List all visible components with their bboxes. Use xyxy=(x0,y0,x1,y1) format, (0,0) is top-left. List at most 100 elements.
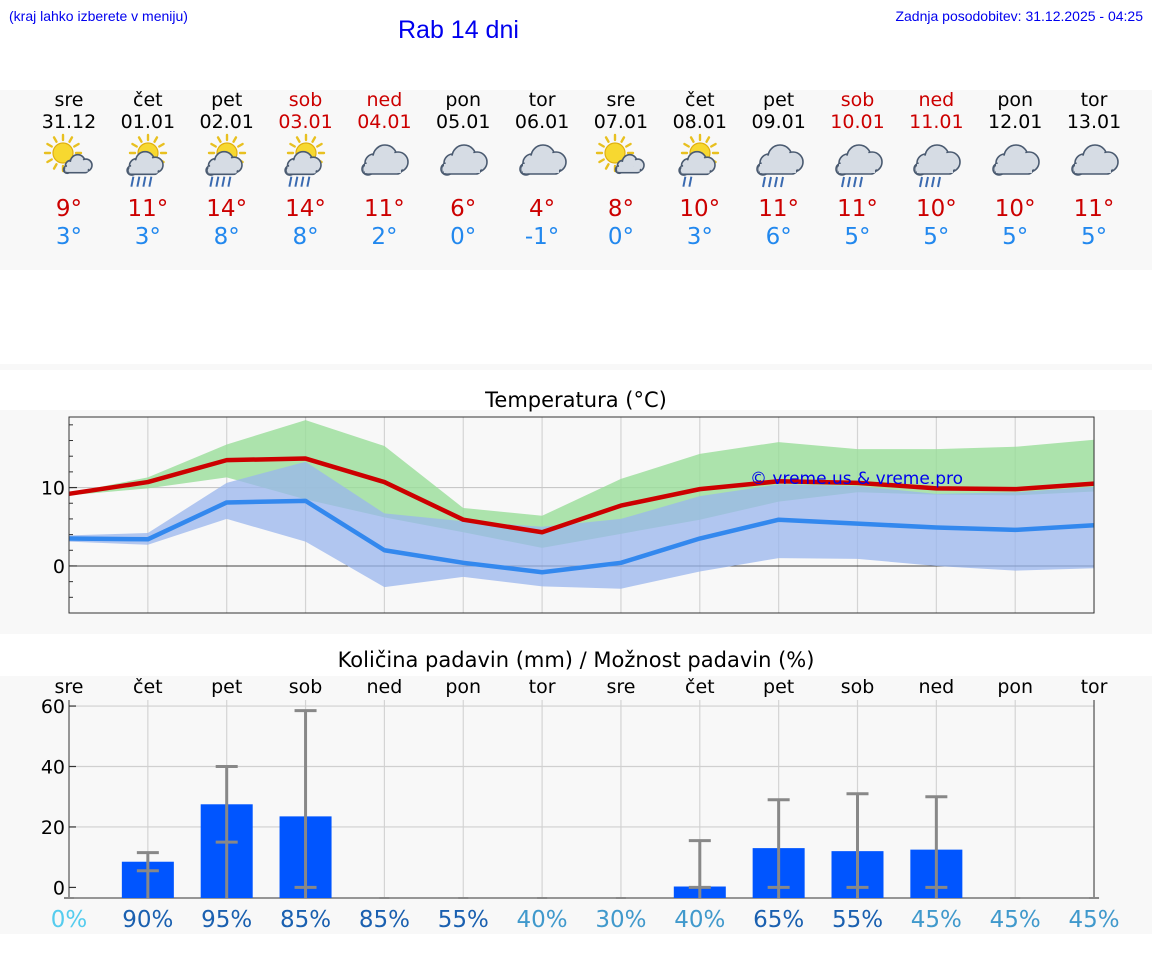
last-updated: Zadnja posodobitev: 31.12.2025 - 04:25 xyxy=(895,8,1143,24)
cloud-icon xyxy=(345,133,424,193)
max-temp: 8° xyxy=(607,196,634,222)
probability-label: 40% xyxy=(517,907,568,933)
sun-cloud-icon xyxy=(30,133,109,193)
probability-label: 40% xyxy=(674,907,725,933)
cloud-fill-base xyxy=(617,166,640,172)
rain-drop xyxy=(840,176,845,188)
min-temp: 5° xyxy=(844,224,871,250)
x-day-label: sob xyxy=(841,676,875,698)
rain-drop xyxy=(299,176,304,187)
page-title: Rab 14 dni xyxy=(398,16,519,44)
max-temp: 4° xyxy=(529,196,556,222)
min-temp: 5° xyxy=(923,224,950,250)
cloud-fill-base xyxy=(759,164,796,173)
sun-ray xyxy=(288,142,296,148)
day-name: ned xyxy=(918,89,955,111)
day-date: 11.01 xyxy=(909,111,964,133)
cloud-fill-base xyxy=(838,164,875,173)
y-tick-label: 40 xyxy=(41,757,65,779)
probability-label: 30% xyxy=(595,907,646,933)
temperature-chart-title: Temperatura (°C) xyxy=(485,388,667,412)
rain-drop xyxy=(682,176,687,187)
min-range-band xyxy=(69,461,1095,589)
cloud-shape xyxy=(440,144,489,176)
min-temp: 0° xyxy=(607,224,634,250)
min-temperature-line xyxy=(68,498,1095,575)
sun-shape xyxy=(595,133,635,173)
cloud-rain-icon xyxy=(739,133,818,193)
day-date: 08.01 xyxy=(672,111,727,133)
cloud-shape xyxy=(913,144,962,176)
max-temp: 14° xyxy=(285,196,326,222)
cloud-fill-base xyxy=(208,166,237,174)
day-name: čet xyxy=(685,89,715,111)
cloud-shape xyxy=(678,150,716,176)
sun-ray xyxy=(604,163,610,170)
min-temp: 3° xyxy=(686,224,713,250)
cloud-shape xyxy=(614,153,645,175)
day-column: pet 09.01 11° 6° xyxy=(739,89,818,251)
sun-ray xyxy=(46,158,53,164)
rain-drop xyxy=(221,176,226,187)
rain-drop xyxy=(209,176,214,187)
rain-drop xyxy=(287,176,292,187)
location-hint-link[interactable]: (kraj lahko izberete v meniju) xyxy=(9,8,188,24)
cloud-fill xyxy=(294,153,311,169)
rain-drop xyxy=(142,176,147,187)
cloud-shape xyxy=(126,150,164,176)
cloud-fill-base xyxy=(365,164,402,173)
sun-ray xyxy=(68,136,74,143)
x-day-label: sre xyxy=(606,676,635,698)
day-name: pet xyxy=(211,89,243,111)
sun-ray xyxy=(216,136,222,143)
cloud-fill xyxy=(215,153,232,169)
min-temp: 6° xyxy=(765,224,792,250)
rain-drop xyxy=(773,176,778,188)
probability-label: 65% xyxy=(753,907,804,933)
day-column: pet 02.01 14° 8° xyxy=(187,89,266,251)
day-name: pon xyxy=(445,89,482,111)
day-column: čet 01.01 11° 3° xyxy=(108,89,187,251)
sun-ray xyxy=(73,142,80,148)
cloud-fill xyxy=(71,156,84,168)
rain-drop xyxy=(293,176,298,187)
cloud-fill-base xyxy=(65,166,88,172)
rain-drop xyxy=(688,176,693,187)
min-temp: 2° xyxy=(371,224,398,250)
max-temp: 14° xyxy=(206,196,248,222)
rain-drop xyxy=(136,176,141,187)
y-tick-label: 20 xyxy=(41,817,65,839)
rain-drop xyxy=(779,176,784,188)
probability-label: 85% xyxy=(280,907,331,933)
sun-ray xyxy=(620,136,626,143)
day-column: ned 11.01 10° 5° xyxy=(897,89,976,251)
cloud-fill xyxy=(689,153,705,169)
rain-drop xyxy=(148,176,153,187)
day-date: 06.01 xyxy=(514,111,570,133)
cloud-fill xyxy=(623,156,636,168)
rain-drop xyxy=(846,176,851,188)
max-temp: 11° xyxy=(127,196,169,222)
rain-drop xyxy=(858,176,863,188)
rain-drop xyxy=(761,176,766,188)
cloud-shape xyxy=(361,144,410,176)
max-temp: 9° xyxy=(55,196,83,222)
rain-drop xyxy=(227,176,232,187)
x-day-label: pet xyxy=(211,676,242,698)
y-tick-label: 10 xyxy=(41,478,65,500)
sun-rain-icon xyxy=(266,133,345,193)
sun-ray xyxy=(689,136,695,143)
min-temp: 8° xyxy=(292,224,319,250)
sun-disc xyxy=(604,142,626,164)
sun-ray xyxy=(137,136,143,143)
day-name: pon xyxy=(997,89,1034,111)
cloud-shape xyxy=(205,150,243,176)
sun-ray xyxy=(157,142,165,148)
sun-ray xyxy=(52,136,58,143)
probability-label: 85% xyxy=(359,907,410,933)
cloud-rain-icon xyxy=(897,133,976,193)
min-temp: -1° xyxy=(524,224,560,250)
sun-ray xyxy=(46,142,53,148)
min-temp: 0° xyxy=(450,224,477,250)
cloud-icon xyxy=(976,133,1055,193)
